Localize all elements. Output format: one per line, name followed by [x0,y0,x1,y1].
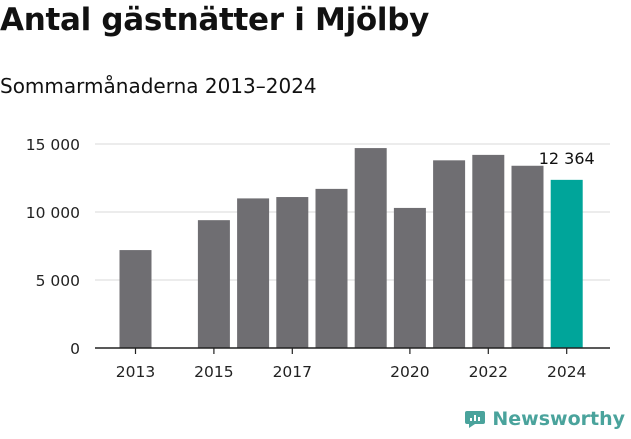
bar [315,188,348,348]
x-tick-label: 2022 [469,363,508,381]
brand-logo: Newsworthy [464,408,625,430]
x-tick-label: 2024 [547,363,586,381]
y-tick-label: 0 [70,340,80,358]
chart-subtitle: Sommarmånaderna 2013–2024 [0,74,317,98]
data-label: 12 364 [539,149,595,168]
x-tick-label: 2020 [390,363,429,381]
axes [95,347,610,354]
y-tick-label: 15 000 [26,136,80,154]
x-tick-label: 2013 [116,363,155,381]
bar [119,250,152,348]
bar [354,148,387,348]
bar [433,160,466,348]
bar [276,197,309,348]
y-tick-label: 10 000 [26,204,80,222]
bar [550,179,583,348]
x-tick-label: 2015 [194,363,233,381]
brand-name: Newsworthy [492,408,625,430]
bar [237,198,270,348]
y-tick-label: 5 000 [36,272,80,290]
labels: 0 5 000 10 000 15 000 2013 2015 2017 2020 2022 20… [26,136,595,381]
bar [511,165,544,348]
bar [472,154,505,348]
x-tick-label: 2017 [273,363,312,381]
bars [119,148,583,348]
bar [197,220,230,348]
newsworthy-logo-icon [465,411,486,428]
chart-title: Antal gästnätter i Mjölby [0,2,430,38]
bar [393,207,426,348]
